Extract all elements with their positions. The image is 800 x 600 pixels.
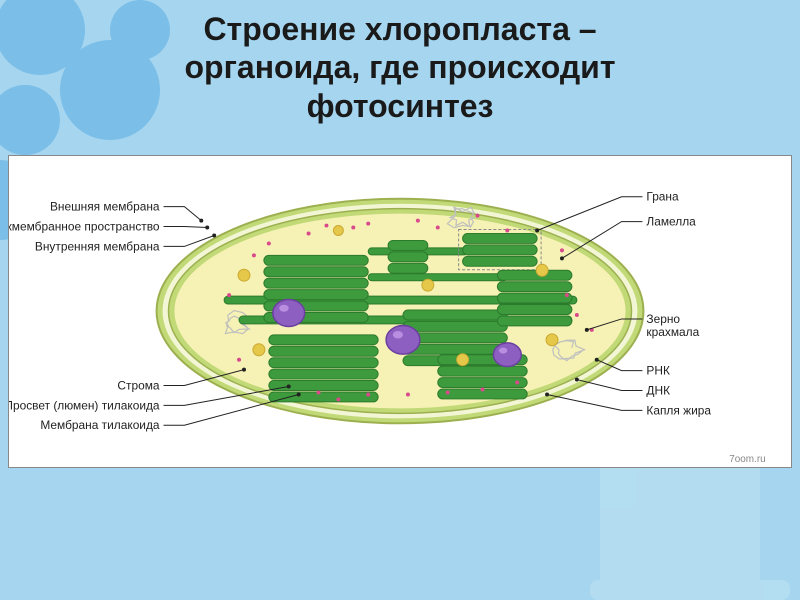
label-leader <box>164 227 208 228</box>
diagram-label: Межмембранное пространство <box>9 220 160 234</box>
rna-dot <box>436 226 440 230</box>
lipid-droplet <box>253 344 265 356</box>
diagram-label: Зернокрахмала <box>646 312 699 339</box>
lipid-droplet <box>422 279 434 291</box>
diagram-label: РНК <box>646 364 670 378</box>
rna-dot <box>336 397 340 401</box>
label-leader <box>547 394 642 410</box>
rna-dot <box>575 313 579 317</box>
rna-dot <box>267 241 271 245</box>
rna-dot <box>324 224 328 228</box>
diagram-label: Грана <box>646 190 679 204</box>
grana-stack <box>463 234 538 267</box>
rna-dot <box>515 381 519 385</box>
rna-dot <box>416 219 420 223</box>
rna-dot <box>366 222 370 226</box>
lipid-droplet <box>238 269 250 281</box>
diagram-label: Капля жира <box>646 403 711 417</box>
diagram-label: Просвет (люмен) тилакоида <box>9 398 160 412</box>
title-line-2: органоида, где происходит <box>20 48 780 86</box>
title-line-3: фотосинтез <box>20 87 780 125</box>
rna-dot <box>476 214 480 218</box>
diagram-panel: Внешняя мембрана Межмембранное пространст… <box>8 155 792 468</box>
title-line-1: Строение хлоропласта – <box>20 10 780 48</box>
rna-dot <box>565 293 569 297</box>
grana-stack <box>497 270 572 326</box>
rna-dot <box>252 253 256 257</box>
lipid-droplet <box>546 334 558 346</box>
diagram-label: Ламелла <box>646 215 696 229</box>
rna-dot <box>505 229 509 233</box>
chloroplast-diagram: Внешняя мембрана Межмембранное пространст… <box>9 156 791 467</box>
rna-dot <box>237 358 241 362</box>
starch-grain <box>386 325 420 354</box>
lipid-droplet <box>536 264 548 276</box>
starch-grain <box>273 299 305 326</box>
rna-dot <box>227 293 231 297</box>
rna-dot <box>351 226 355 230</box>
diagram-label: Внутренняя мембрана <box>35 239 160 253</box>
diagram-label: Строма <box>117 378 159 392</box>
watermark: 7oom.ru <box>729 454 765 465</box>
lamella <box>368 274 507 281</box>
diagram-label: ДНК <box>646 383 670 397</box>
starch-grain <box>493 343 521 367</box>
rna-dot <box>560 248 564 252</box>
rna-dot <box>480 388 484 392</box>
diagram-label: Мембрана тилакоида <box>40 418 160 432</box>
lipid-droplet <box>333 226 343 236</box>
rna-dot <box>446 390 450 394</box>
lipid-droplet <box>457 354 469 366</box>
rna-dot <box>307 232 311 236</box>
rna-dot <box>406 392 410 396</box>
grana-stack <box>388 240 428 273</box>
diagram-label: Внешняя мембрана <box>50 200 160 214</box>
label-leader <box>164 207 202 221</box>
rna-dot <box>366 392 370 396</box>
rna-dot <box>317 390 321 394</box>
page-title: Строение хлоропласта – органоида, где пр… <box>0 0 800 130</box>
